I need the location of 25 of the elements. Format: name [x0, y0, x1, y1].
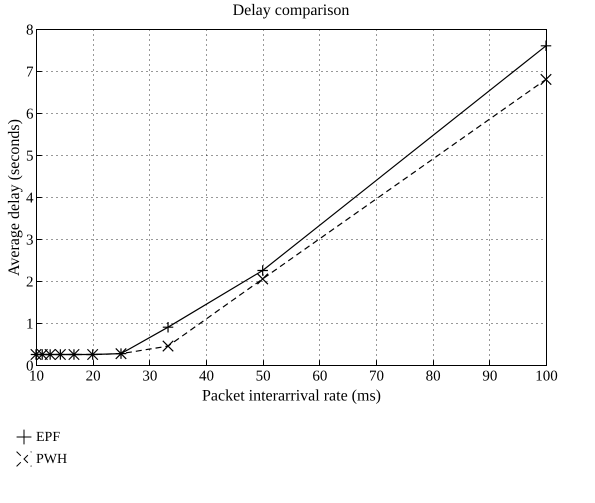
y-axis-title: Average delay (seconds) — [6, 119, 23, 276]
x-tick-label: 90 — [482, 368, 498, 384]
y-tick-label: 2 — [26, 274, 34, 290]
y-tick-label: 1 — [26, 316, 34, 332]
x-tick-label: 80 — [426, 368, 441, 384]
chart-title: Delay comparison — [232, 2, 350, 19]
x-tick-label: 40 — [199, 368, 214, 384]
legend-label: EPF — [36, 430, 60, 445]
x-tick-label: 100 — [535, 368, 558, 384]
legend-label: PWH — [36, 452, 68, 467]
x-tick-label: 70 — [369, 368, 384, 384]
y-tick-label: 6 — [26, 106, 34, 122]
point — [162, 340, 174, 352]
x-tick-label: 30 — [142, 368, 158, 384]
y-tick-label: 5 — [26, 148, 34, 164]
y-tick-label: 8 — [26, 22, 34, 38]
y-tick-label: 7 — [26, 64, 34, 80]
x-axis-title: Packet interarrival rate (ms) — [202, 388, 382, 404]
x-tick-label: 60 — [312, 368, 328, 384]
x-tick-label: 20 — [86, 368, 101, 384]
point — [540, 74, 552, 86]
y-tick-label: 4 — [26, 190, 34, 206]
x-tick-label: 50 — [256, 368, 271, 384]
point — [162, 321, 174, 334]
y-tick-label: 3 — [26, 232, 34, 248]
